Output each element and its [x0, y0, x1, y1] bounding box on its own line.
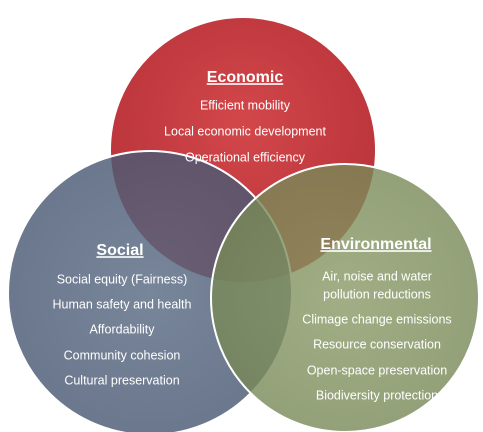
set-item: Human safety and health [53, 297, 192, 311]
set-title: Social [96, 242, 143, 259]
set-item: Operational efficiency [185, 150, 306, 164]
set-item: Resource conservation [313, 337, 441, 351]
set-item: Biodiversity protection [316, 388, 438, 402]
set-item: Social equity (Fairness) [57, 272, 188, 286]
set-item: Climage change emissions [302, 312, 451, 326]
set-item: Local economic development [164, 124, 326, 138]
set-item: Air, noise and water [322, 269, 432, 283]
set-item: Cultural preservation [64, 373, 179, 387]
set-title: Environmental [320, 236, 431, 253]
environmental-circle [210, 163, 480, 432]
set-item: Efficient mobility [200, 98, 291, 112]
set-item: Community cohesion [64, 348, 181, 362]
set-item: Open-space preservation [307, 363, 447, 377]
set-item: pollution reductions [323, 287, 431, 301]
set-title: Economic [207, 69, 284, 86]
set-item: Affordability [89, 322, 155, 336]
